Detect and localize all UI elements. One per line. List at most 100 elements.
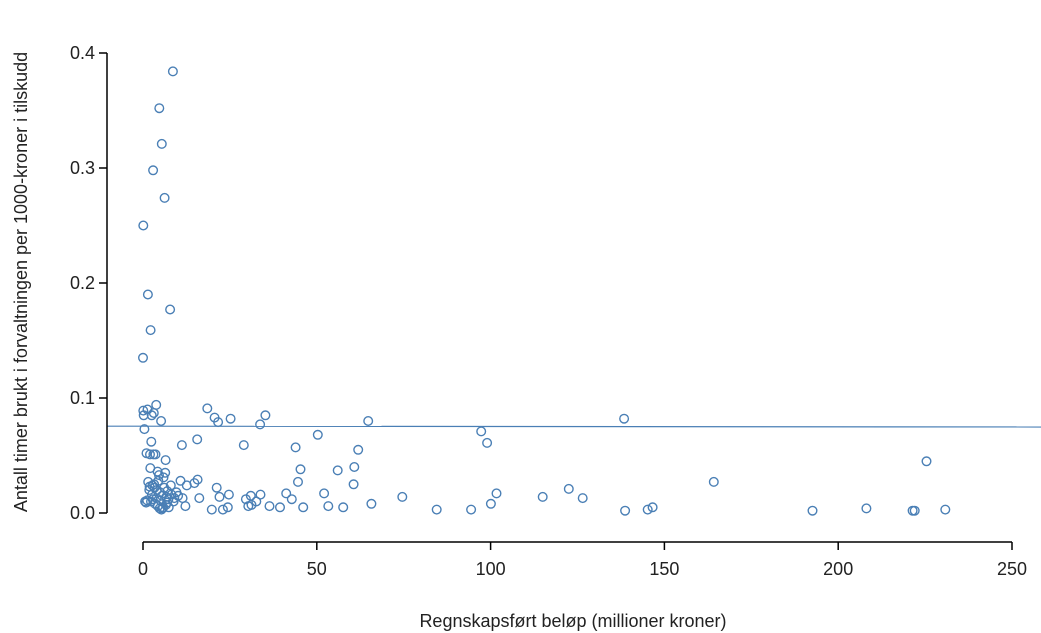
data-point	[163, 502, 174, 513]
data-point	[647, 502, 658, 513]
data-point	[290, 442, 301, 453]
data-point	[255, 489, 266, 500]
data-point	[213, 417, 224, 428]
data-point	[260, 410, 271, 421]
data-point	[563, 483, 574, 494]
data-point	[137, 352, 148, 363]
data-point	[150, 449, 161, 460]
data-point	[144, 481, 155, 492]
data-point	[148, 165, 159, 176]
y-tick-label: 0.3	[70, 158, 95, 178]
data-point	[397, 491, 408, 502]
data-point	[293, 476, 304, 487]
data-point	[366, 498, 377, 509]
data-point	[295, 464, 306, 475]
data-point	[171, 487, 182, 498]
x-tick-label: 250	[997, 559, 1027, 579]
data-point	[246, 499, 257, 510]
data-point	[211, 482, 222, 493]
data-point	[921, 456, 932, 467]
data-point	[192, 434, 203, 445]
data-point	[180, 501, 191, 512]
data-point	[349, 462, 360, 473]
data-point	[217, 504, 228, 515]
data-point	[940, 504, 951, 515]
data-point	[275, 502, 286, 513]
x-axis-title: Regnskapsført beløp (millioner kroner)	[419, 611, 726, 631]
data-point	[225, 413, 236, 424]
data-point	[264, 501, 275, 512]
data-point	[807, 505, 818, 516]
data-point	[175, 475, 186, 486]
data-point	[363, 416, 374, 427]
data-point	[708, 476, 719, 487]
data-point	[338, 502, 349, 513]
x-tick-label: 0	[138, 559, 148, 579]
data-point	[156, 138, 167, 149]
data-point	[138, 220, 149, 231]
data-point	[159, 192, 170, 203]
data-point	[482, 437, 493, 448]
data-points	[137, 66, 951, 516]
data-point	[194, 493, 205, 504]
data-point	[142, 289, 153, 300]
data-point	[476, 426, 487, 437]
y-axis-title: Antall timer brukt i forvaltningen per 1…	[11, 52, 31, 512]
data-point	[619, 413, 630, 424]
data-point	[312, 429, 323, 440]
x-tick-label: 50	[307, 559, 327, 579]
data-point	[156, 416, 167, 427]
data-point	[165, 480, 176, 491]
data-point	[158, 472, 169, 483]
data-point	[491, 488, 502, 499]
data-point	[147, 494, 158, 505]
y-axis-ticks: 0.0 0.1 0.2 0.3 0.4	[70, 43, 107, 523]
data-point	[168, 496, 179, 507]
x-axis-ticks: 0 50 100 150 200 250	[138, 542, 1027, 579]
data-point	[332, 465, 343, 476]
reference-line	[106, 425, 1041, 428]
data-point	[577, 493, 588, 504]
data-point	[206, 504, 217, 515]
data-point	[160, 455, 171, 466]
data-point	[165, 304, 176, 315]
data-point	[223, 489, 234, 500]
data-point	[154, 103, 165, 114]
data-point	[281, 488, 292, 499]
data-point	[620, 505, 631, 516]
data-point	[151, 399, 162, 410]
data-point	[255, 419, 266, 430]
data-point	[485, 498, 496, 509]
data-point	[537, 491, 548, 502]
data-point	[642, 504, 653, 515]
y-tick-label: 0.1	[70, 388, 95, 408]
data-point	[202, 403, 213, 414]
data-point	[861, 503, 872, 514]
data-point	[167, 66, 178, 77]
data-point	[145, 325, 156, 336]
x-tick-label: 200	[823, 559, 853, 579]
x-tick-label: 100	[476, 559, 506, 579]
data-point	[160, 467, 171, 478]
data-point	[146, 436, 157, 447]
data-point	[159, 482, 170, 493]
data-point	[319, 488, 330, 499]
data-point	[238, 440, 249, 451]
data-point	[466, 504, 477, 515]
data-point	[192, 474, 203, 485]
data-point	[146, 410, 157, 421]
data-point	[348, 479, 359, 490]
data-point	[148, 408, 159, 419]
data-point	[909, 505, 920, 516]
data-point	[161, 497, 172, 508]
y-tick-label: 0.2	[70, 273, 95, 293]
data-point	[298, 502, 309, 513]
x-tick-label: 150	[649, 559, 679, 579]
data-point	[214, 491, 225, 502]
data-point	[323, 501, 334, 512]
data-point	[144, 449, 155, 460]
data-point	[176, 440, 187, 451]
y-tick-label: 0.0	[70, 503, 95, 523]
y-tick-label: 0.4	[70, 43, 95, 63]
